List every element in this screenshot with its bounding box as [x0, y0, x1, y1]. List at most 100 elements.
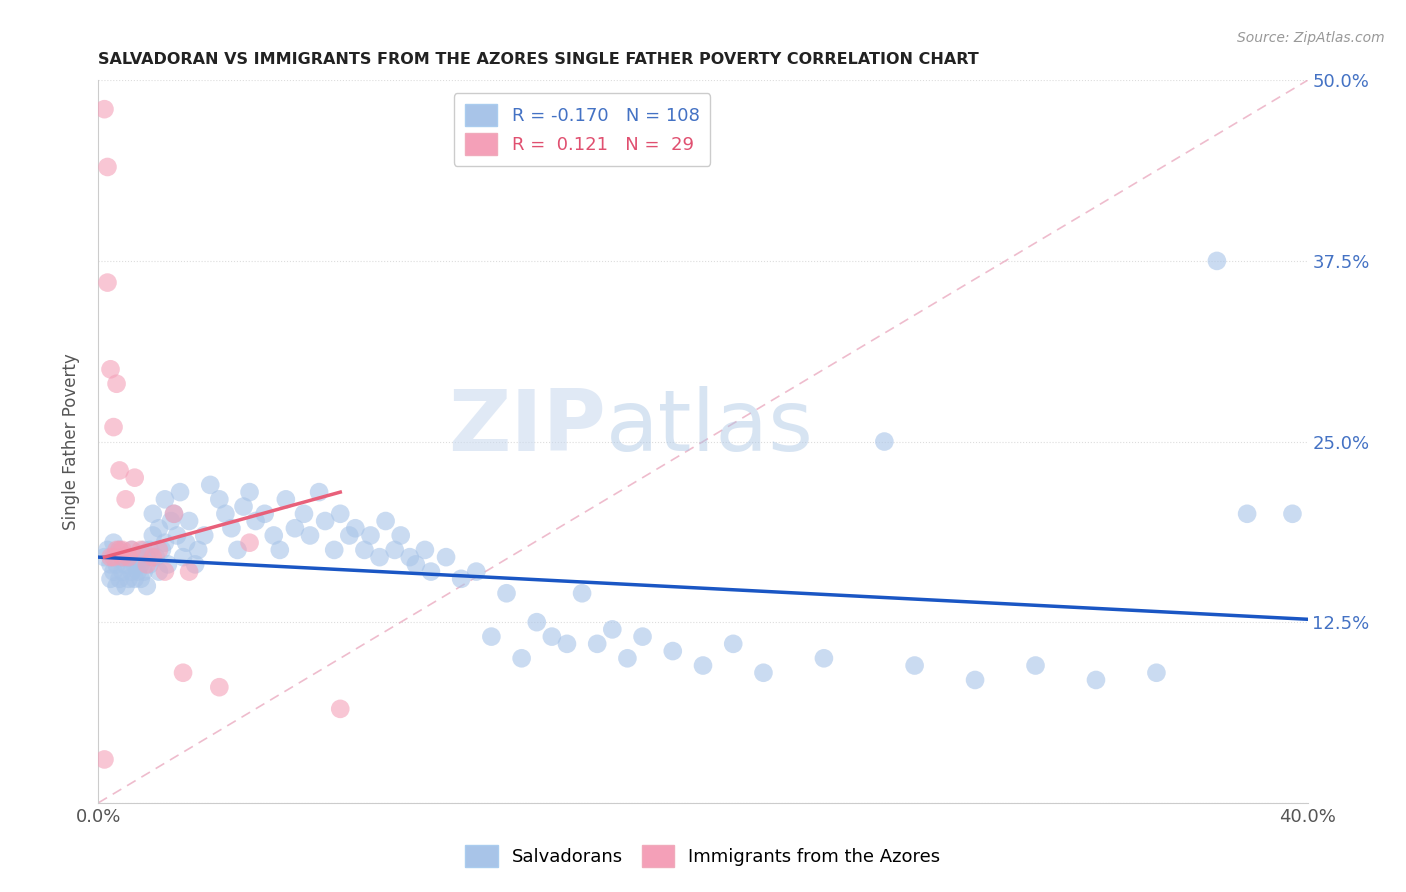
- Point: [274, 492, 297, 507]
- Point: [108, 572, 131, 586]
- Point: [127, 550, 149, 565]
- Point: [93, 752, 115, 766]
- Point: [239, 535, 262, 549]
- Point: [214, 507, 236, 521]
- Point: [103, 565, 125, 579]
- Point: [571, 586, 593, 600]
- Point: [631, 630, 654, 644]
- Point: [239, 485, 262, 500]
- Legend: Salvadorans, Immigrants from the Azores: Salvadorans, Immigrants from the Azores: [458, 838, 948, 874]
- Point: [148, 521, 170, 535]
- Point: [263, 528, 285, 542]
- Point: [329, 507, 352, 521]
- Point: [269, 542, 291, 557]
- Legend: R = -0.170   N = 108, R =  0.121   N =  29: R = -0.170 N = 108, R = 0.121 N = 29: [454, 93, 710, 166]
- Point: [150, 542, 173, 557]
- Point: [114, 579, 136, 593]
- Point: [965, 673, 987, 687]
- Point: [1236, 507, 1258, 521]
- Point: [172, 550, 194, 565]
- Point: [129, 542, 152, 557]
- Point: [526, 615, 548, 630]
- Point: [1281, 507, 1303, 521]
- Point: [166, 528, 188, 542]
- Point: [232, 500, 254, 514]
- Point: [179, 565, 201, 579]
- Point: [586, 637, 609, 651]
- Point: [100, 550, 122, 565]
- Point: [555, 637, 578, 651]
- Point: [93, 550, 115, 565]
- Point: [135, 558, 157, 572]
- Point: [142, 507, 165, 521]
- Point: [292, 507, 315, 521]
- Point: [111, 565, 134, 579]
- Point: [344, 521, 367, 535]
- Point: [389, 528, 412, 542]
- Point: [108, 542, 131, 557]
- Point: [661, 644, 683, 658]
- Point: [153, 535, 176, 549]
- Point: [200, 478, 222, 492]
- Point: [353, 542, 375, 557]
- Point: [174, 535, 197, 549]
- Point: [121, 565, 143, 579]
- Point: [139, 542, 162, 557]
- Point: [360, 528, 382, 542]
- Point: [96, 542, 118, 557]
- Point: [1085, 673, 1108, 687]
- Point: [124, 558, 146, 572]
- Point: [105, 542, 128, 557]
- Point: [481, 630, 503, 644]
- Point: [148, 565, 170, 579]
- Point: [420, 565, 443, 579]
- Point: [100, 362, 122, 376]
- Point: [142, 550, 165, 565]
- Point: [103, 420, 125, 434]
- Point: [96, 160, 118, 174]
- Point: [114, 558, 136, 572]
- Point: [308, 485, 330, 500]
- Point: [172, 665, 194, 680]
- Point: [139, 558, 162, 572]
- Point: [434, 550, 457, 565]
- Point: [148, 542, 170, 557]
- Point: [323, 542, 346, 557]
- Point: [284, 521, 307, 535]
- Point: [337, 528, 360, 542]
- Point: [132, 565, 155, 579]
- Text: ZIP: ZIP: [449, 385, 606, 468]
- Point: [692, 658, 714, 673]
- Point: [384, 542, 406, 557]
- Point: [124, 572, 146, 586]
- Point: [118, 550, 141, 565]
- Point: [495, 586, 517, 600]
- Point: [221, 521, 243, 535]
- Point: [179, 514, 201, 528]
- Point: [314, 514, 336, 528]
- Point: [111, 550, 134, 565]
- Point: [193, 528, 215, 542]
- Point: [135, 579, 157, 593]
- Point: [616, 651, 638, 665]
- Point: [118, 550, 141, 565]
- Point: [226, 542, 249, 557]
- Point: [153, 492, 176, 507]
- Point: [904, 658, 927, 673]
- Point: [105, 376, 128, 391]
- Point: [105, 579, 128, 593]
- Point: [118, 572, 141, 586]
- Point: [132, 542, 155, 557]
- Point: [100, 558, 122, 572]
- Point: [1206, 253, 1229, 268]
- Point: [160, 514, 183, 528]
- Point: [93, 102, 115, 116]
- Point: [253, 507, 276, 521]
- Point: [111, 550, 134, 565]
- Point: [329, 702, 352, 716]
- Point: [163, 507, 186, 521]
- Point: [108, 463, 131, 477]
- Point: [124, 470, 146, 484]
- Point: [121, 542, 143, 557]
- Point: [208, 680, 231, 694]
